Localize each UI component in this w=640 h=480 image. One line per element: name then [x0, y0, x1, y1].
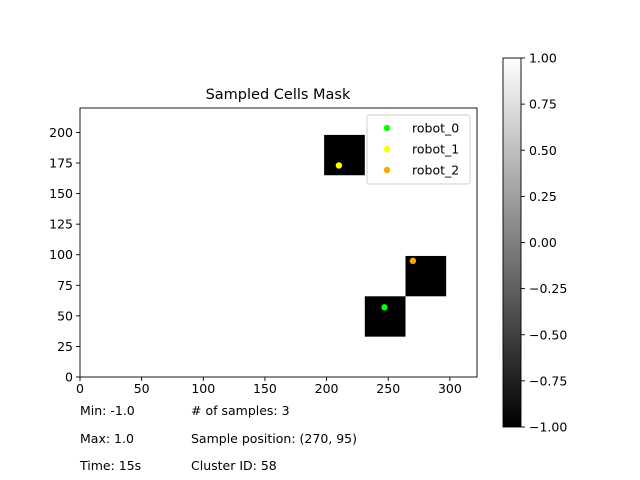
x-tick-label-250: 250 — [376, 381, 400, 396]
y-tick-label-25: 25 — [57, 339, 73, 354]
y-tick-label-0: 0 — [65, 370, 73, 385]
legend-marker-robot_2 — [383, 166, 391, 174]
legend-label-robot_0: robot_0 — [412, 121, 459, 136]
colorbar: 1.00 0.75 0.50 0.25 0.00 −0.25 −0.50 −0.75 −1.00 — [502, 51, 567, 435]
min-label: Min: -1.0 — [80, 403, 135, 418]
cell-mask — [324, 134, 447, 337]
legend-marker-robot_1 — [383, 145, 391, 153]
legend-label-robot_2: robot_2 — [412, 163, 459, 178]
y-axis: 0 25 50 75 100 125 150 175 200 — [49, 125, 80, 385]
y-tick-label-175: 175 — [49, 156, 73, 171]
max-label: Max: 1.0 — [80, 431, 134, 446]
colorbar-tick-label-2: 0.50 — [529, 143, 557, 158]
samples-label: # of samples: 3 — [191, 403, 290, 418]
robot-points — [335, 162, 417, 311]
y-tick-label-150: 150 — [49, 186, 73, 201]
legend-box — [366, 114, 471, 185]
colorbar-tick-label-4: 0.00 — [529, 235, 557, 250]
colorbar-tick-label-0: 1.00 — [529, 51, 557, 66]
colorbar-tick-label-6: −0.50 — [529, 327, 567, 342]
x-tick-label-50: 50 — [134, 381, 150, 396]
cluster-id-label: Cluster ID: 58 — [191, 458, 277, 473]
y-tick-label-100: 100 — [49, 247, 73, 262]
colorbar-tick-label-1: 0.75 — [529, 97, 557, 112]
y-tick-label-75: 75 — [57, 278, 73, 293]
robot_1-point-0 — [335, 162, 343, 169]
x-tick-label-100: 100 — [191, 381, 215, 396]
colorbar-ticks: 1.00 0.75 0.50 0.25 0.00 −0.25 −0.50 −0.75 −1.00 — [521, 51, 567, 435]
legend-label-robot_1: robot_1 — [412, 142, 459, 157]
plot-frame — [79, 107, 478, 378]
y-tick-label-50: 50 — [57, 308, 73, 323]
robot_0-point-0 — [381, 304, 388, 311]
colorbar-tick-label-8: −1.00 — [529, 420, 567, 435]
x-tick-label-200: 200 — [315, 381, 339, 396]
mask-cell-1 — [364, 296, 406, 337]
y-tick-label-200: 200 — [49, 125, 73, 140]
x-tick-label-0: 0 — [76, 381, 84, 396]
x-tick-label-150: 150 — [253, 381, 277, 396]
y-tick-label-125: 125 — [49, 217, 73, 232]
plot-area: 0 50 100 150 200 250 300 0 25 50 75 100 125 150 175 20… — [49, 107, 478, 396]
colorbar-tick-label-3: 0.25 — [529, 189, 557, 204]
chart-title: Sampled Cells Mask — [206, 87, 351, 103]
time-label: Time: 15s — [80, 458, 142, 473]
colorbar-gradient — [502, 57, 522, 428]
x-axis: 0 50 100 150 200 250 300 — [76, 377, 462, 396]
sample-position-label: Sample position: (270, 95) — [191, 431, 358, 446]
colorbar-tick-label-5: −0.25 — [529, 281, 567, 296]
legend: robot_0 robot_1 robot_2 — [366, 114, 471, 185]
robot_2-point-0 — [409, 257, 417, 265]
x-tick-label-300: 300 — [438, 381, 462, 396]
mask-cell-0 — [324, 134, 365, 176]
legend-marker-robot_0 — [383, 124, 391, 132]
colorbar-tick-label-7: −0.75 — [529, 373, 567, 388]
